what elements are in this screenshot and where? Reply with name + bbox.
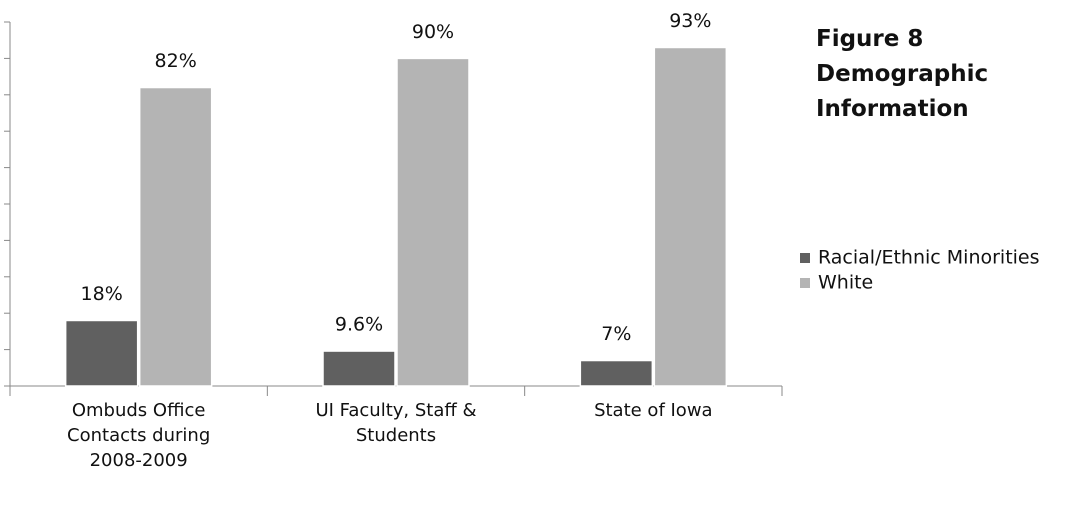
legend-swatch — [800, 278, 810, 288]
data-label: 90% — [412, 21, 454, 43]
bar — [396, 57, 470, 387]
bar — [322, 350, 396, 387]
bar — [64, 319, 139, 387]
chart-title: Figure 8 Demographic Information — [816, 26, 989, 122]
legend-label: White — [818, 272, 873, 294]
x-tick-label: State of Iowa — [594, 400, 713, 421]
legend-label: Racial/Ethnic Minorities — [818, 247, 1040, 269]
x-tick-label: UI Faculty, Staff & Students — [315, 400, 477, 446]
bar — [138, 86, 213, 387]
data-label: 93% — [669, 10, 711, 32]
data-label: 7% — [601, 323, 631, 345]
data-label: 18% — [81, 283, 123, 305]
x-tick-label: Ombuds Office Contacts during 2008-2009 — [67, 400, 211, 471]
bar — [653, 46, 728, 387]
data-label: 9.6% — [335, 314, 383, 336]
legend-swatch — [800, 253, 810, 263]
bar — [579, 359, 654, 387]
data-label: 82% — [155, 50, 197, 72]
